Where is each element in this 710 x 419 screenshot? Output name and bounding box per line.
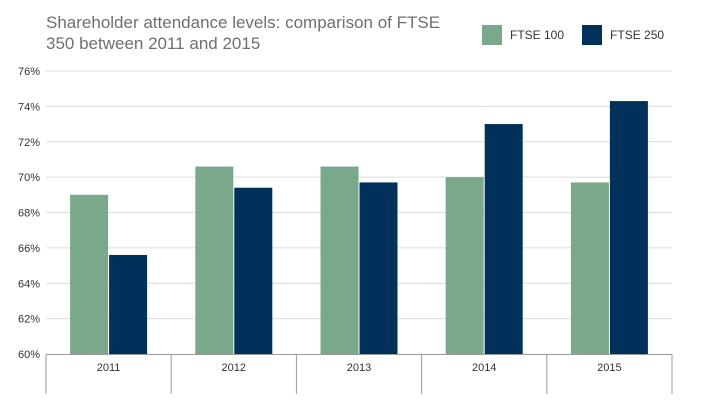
y-tick-label: 76%: [18, 66, 40, 78]
bar-ftse100: [445, 177, 484, 354]
chart-title: Shareholder attendance levels: compariso…: [46, 13, 441, 53]
legend-label-ftse250: FTSE 250: [610, 28, 665, 42]
y-tick-label: 62%: [18, 314, 40, 326]
bar-ftse250: [234, 187, 273, 354]
y-axis-labels: 60% 62% 64% 66% 68% 70% 72% 74% 76%: [18, 66, 40, 361]
legend-swatch-ftse100: [482, 25, 502, 45]
y-tick-label: 64%: [18, 278, 40, 290]
legend-item-ftse100: FTSE 100: [482, 25, 564, 45]
y-tick-label: 70%: [18, 172, 40, 184]
bar-ftse250: [359, 182, 398, 354]
bar-ftse100: [570, 182, 609, 354]
y-tick-label: 74%: [18, 101, 40, 113]
bar-ftse250: [109, 254, 148, 354]
x-tick-label: 2015: [597, 362, 621, 374]
legend-swatch-ftse250: [582, 25, 603, 45]
x-axis: 2011 2012 2013 2014 2015: [45, 354, 673, 394]
legend: FTSE 100 FTSE 250: [482, 25, 682, 45]
x-tick-label: 2014: [472, 362, 496, 374]
bars: [70, 101, 648, 354]
y-tick-label: 68%: [18, 208, 40, 220]
x-tick-label: 2012: [222, 362, 246, 374]
x-tick-label: 2011: [97, 362, 121, 374]
x-tick-label: 2013: [347, 362, 371, 374]
bar-ftse100: [195, 166, 234, 354]
legend-label-ftse100: FTSE 100: [510, 28, 565, 42]
bar-ftse100: [70, 194, 109, 354]
y-tick-label: 72%: [18, 137, 40, 149]
bar-ftse100: [320, 166, 359, 354]
bar-ftse250: [484, 124, 523, 354]
bar-ftse250: [609, 101, 648, 354]
y-tick-label: 60%: [18, 349, 40, 361]
y-tick-label: 66%: [18, 243, 40, 255]
gridlines: [46, 70, 672, 320]
legend-item-ftse250: FTSE 250: [582, 25, 664, 45]
